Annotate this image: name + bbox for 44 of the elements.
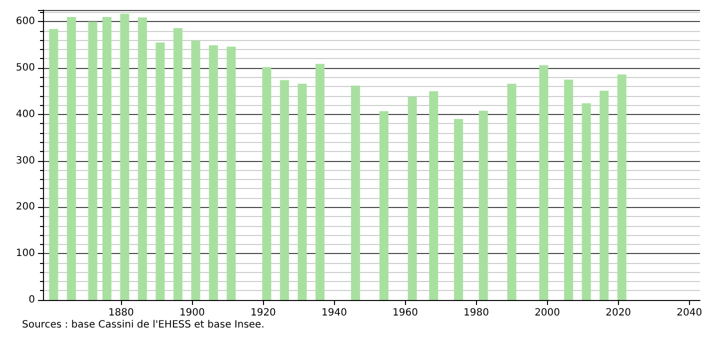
bar xyxy=(262,67,272,300)
y-tick-label: 500 xyxy=(16,62,35,74)
y-tick-label: 200 xyxy=(16,202,35,213)
bar xyxy=(478,110,488,300)
bar xyxy=(316,64,325,300)
bar xyxy=(191,40,200,300)
bar xyxy=(617,74,626,300)
bar xyxy=(507,84,516,300)
y-tick-label: 400 xyxy=(16,108,35,120)
bar xyxy=(408,96,417,300)
bar xyxy=(351,86,360,300)
bar xyxy=(120,14,130,300)
x-tick-label: 2020 xyxy=(606,308,632,318)
y-tick-label: 0 xyxy=(28,294,35,306)
bar xyxy=(66,16,76,300)
bar xyxy=(600,90,609,300)
bar xyxy=(49,29,58,300)
bar xyxy=(208,45,218,300)
bar xyxy=(539,65,548,300)
bar xyxy=(429,91,438,300)
bar xyxy=(226,46,236,300)
y-tick-label: 600 xyxy=(16,16,35,28)
x-tick-label: 1980 xyxy=(464,308,489,318)
x-tick-label: 1920 xyxy=(250,308,276,318)
bar xyxy=(102,16,112,300)
x-tick-label: 1960 xyxy=(392,308,418,318)
bar xyxy=(173,28,182,300)
bar xyxy=(379,111,388,300)
y-tick-label: 300 xyxy=(16,155,35,166)
x-tick-label: 2040 xyxy=(676,308,702,318)
x-tick-label: 1880 xyxy=(108,308,134,318)
bar xyxy=(564,80,574,300)
y-tick-label: 100 xyxy=(16,248,35,260)
x-tick-label: 1940 xyxy=(321,308,347,318)
bar xyxy=(280,80,289,300)
x-tick-label: 2000 xyxy=(534,308,560,318)
bar xyxy=(298,84,307,300)
bar xyxy=(582,103,591,300)
source-note: Sources : base Cassini de l'EHESS et base Insee. xyxy=(22,320,264,330)
bar xyxy=(454,119,464,300)
x-tick-label: 1900 xyxy=(179,308,205,318)
bar xyxy=(156,42,165,300)
bar xyxy=(88,22,98,300)
bar xyxy=(138,17,147,300)
